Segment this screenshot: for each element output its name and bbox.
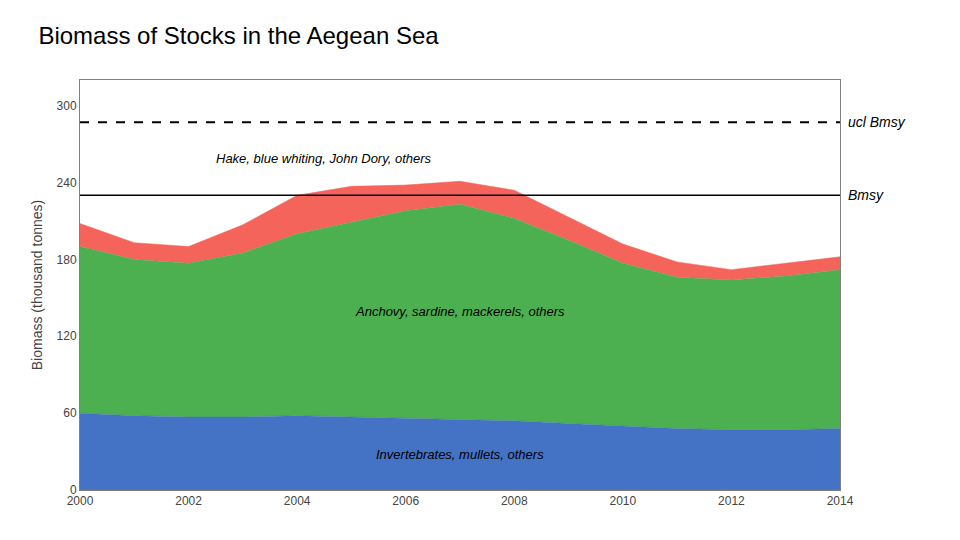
svg-text:180: 180 xyxy=(57,253,77,267)
svg-text:2004: 2004 xyxy=(284,494,311,508)
svg-text:0: 0 xyxy=(70,483,77,497)
svg-text:Biomass of Stocks in the Aegea: Biomass of Stocks in the Aegean Sea xyxy=(38,22,439,49)
svg-text:120: 120 xyxy=(57,329,77,343)
svg-text:Bmsy: Bmsy xyxy=(848,187,884,203)
svg-text:2010: 2010 xyxy=(610,494,637,508)
svg-text:2002: 2002 xyxy=(175,494,202,508)
svg-text:ucl Bmsy: ucl Bmsy xyxy=(848,114,906,130)
svg-text:Invertebrates, mullets, others: Invertebrates, mullets, others xyxy=(376,447,544,462)
svg-text:Hake, blue whiting, John Dory,: Hake, blue whiting, John Dory, others xyxy=(216,151,432,166)
svg-text:240: 240 xyxy=(57,176,77,190)
svg-text:2008: 2008 xyxy=(501,494,528,508)
svg-text:Anchovy, sardine, mackerels, o: Anchovy, sardine, mackerels, others xyxy=(355,304,565,319)
svg-text:2000: 2000 xyxy=(67,494,94,508)
svg-text:2014: 2014 xyxy=(827,494,854,508)
svg-text:Biomass (thousand tonnes): Biomass (thousand tonnes) xyxy=(29,200,45,370)
svg-text:60: 60 xyxy=(63,406,77,420)
svg-text:2006: 2006 xyxy=(392,494,419,508)
svg-text:2012: 2012 xyxy=(718,494,745,508)
svg-text:300: 300 xyxy=(57,99,77,113)
